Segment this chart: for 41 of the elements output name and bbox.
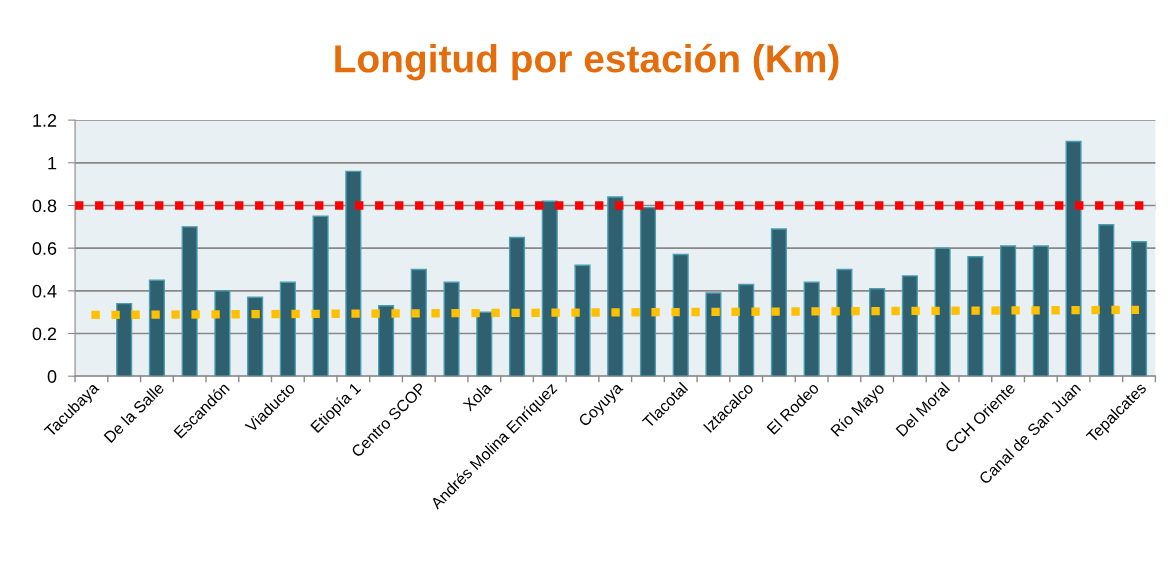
- bar: [574, 264, 591, 377]
- y-tick-label: 0.4: [32, 284, 57, 298]
- bar: [803, 281, 820, 377]
- bar: [607, 196, 624, 377]
- bar: [312, 215, 329, 377]
- y-tick-label: 1: [48, 156, 57, 170]
- bar: [705, 292, 722, 377]
- y-tick-label: 1.2: [33, 114, 57, 127]
- bar: [770, 228, 787, 377]
- bar: [1065, 140, 1082, 377]
- bar: [214, 290, 231, 377]
- bar: [345, 170, 362, 377]
- bar: [541, 200, 558, 377]
- bar: [443, 281, 460, 377]
- y-tick-label: 0.8: [32, 199, 57, 213]
- bar: [836, 268, 853, 377]
- bar: [1032, 245, 1049, 377]
- bar: [476, 311, 493, 377]
- bar: [148, 279, 165, 377]
- y-tick-label: 0.2: [32, 327, 57, 341]
- bar: [378, 305, 395, 377]
- bar: [116, 302, 133, 377]
- bar: [672, 253, 689, 377]
- bar: [738, 283, 755, 377]
- chart-title: Longitud por estación (Km): [335, 43, 839, 81]
- bar: [901, 275, 918, 377]
- bar: [410, 268, 427, 377]
- y-tick-label: 0: [47, 370, 57, 383]
- y-tick-label: 0.6: [32, 242, 57, 255]
- bar: [869, 288, 886, 377]
- bar: [247, 296, 264, 377]
- bar: [934, 247, 951, 377]
- bar: [967, 256, 984, 377]
- bar: [181, 226, 198, 377]
- bar: [508, 236, 526, 377]
- bar: [639, 206, 657, 377]
- x-tick-label: Xola: [461, 381, 493, 412]
- bar: [1000, 245, 1017, 377]
- bar: [1098, 223, 1115, 377]
- bar: [1130, 241, 1148, 377]
- bar: [279, 281, 296, 377]
